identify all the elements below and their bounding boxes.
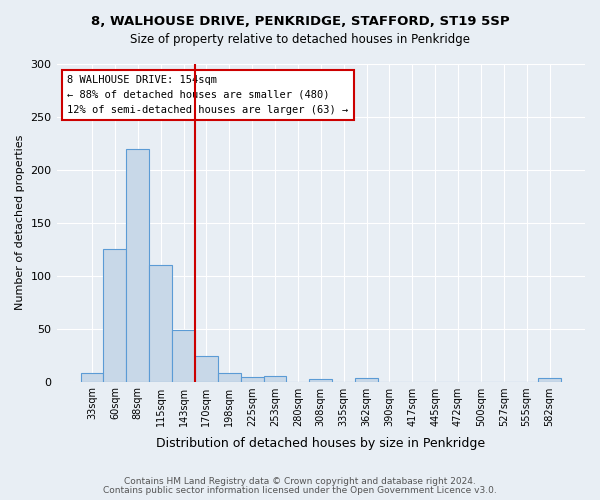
Bar xyxy=(195,356,218,382)
Bar xyxy=(218,373,241,382)
Bar xyxy=(355,378,378,382)
Bar xyxy=(172,330,195,382)
Bar xyxy=(80,373,103,382)
Bar xyxy=(127,148,149,382)
Text: 8 WALHOUSE DRIVE: 154sqm
← 88% of detached houses are smaller (480)
12% of semi-: 8 WALHOUSE DRIVE: 154sqm ← 88% of detach… xyxy=(67,75,349,114)
Text: 8, WALHOUSE DRIVE, PENKRIDGE, STAFFORD, ST19 5SP: 8, WALHOUSE DRIVE, PENKRIDGE, STAFFORD, … xyxy=(91,15,509,28)
Text: Contains HM Land Registry data © Crown copyright and database right 2024.: Contains HM Land Registry data © Crown c… xyxy=(124,477,476,486)
Bar xyxy=(103,249,127,382)
X-axis label: Distribution of detached houses by size in Penkridge: Distribution of detached houses by size … xyxy=(156,437,485,450)
Bar xyxy=(310,380,332,382)
Bar xyxy=(538,378,561,382)
Text: Contains public sector information licensed under the Open Government Licence v3: Contains public sector information licen… xyxy=(103,486,497,495)
Y-axis label: Number of detached properties: Number of detached properties xyxy=(15,135,25,310)
Text: Size of property relative to detached houses in Penkridge: Size of property relative to detached ho… xyxy=(130,32,470,46)
Bar xyxy=(263,376,286,382)
Bar xyxy=(241,378,263,382)
Bar xyxy=(149,265,172,382)
